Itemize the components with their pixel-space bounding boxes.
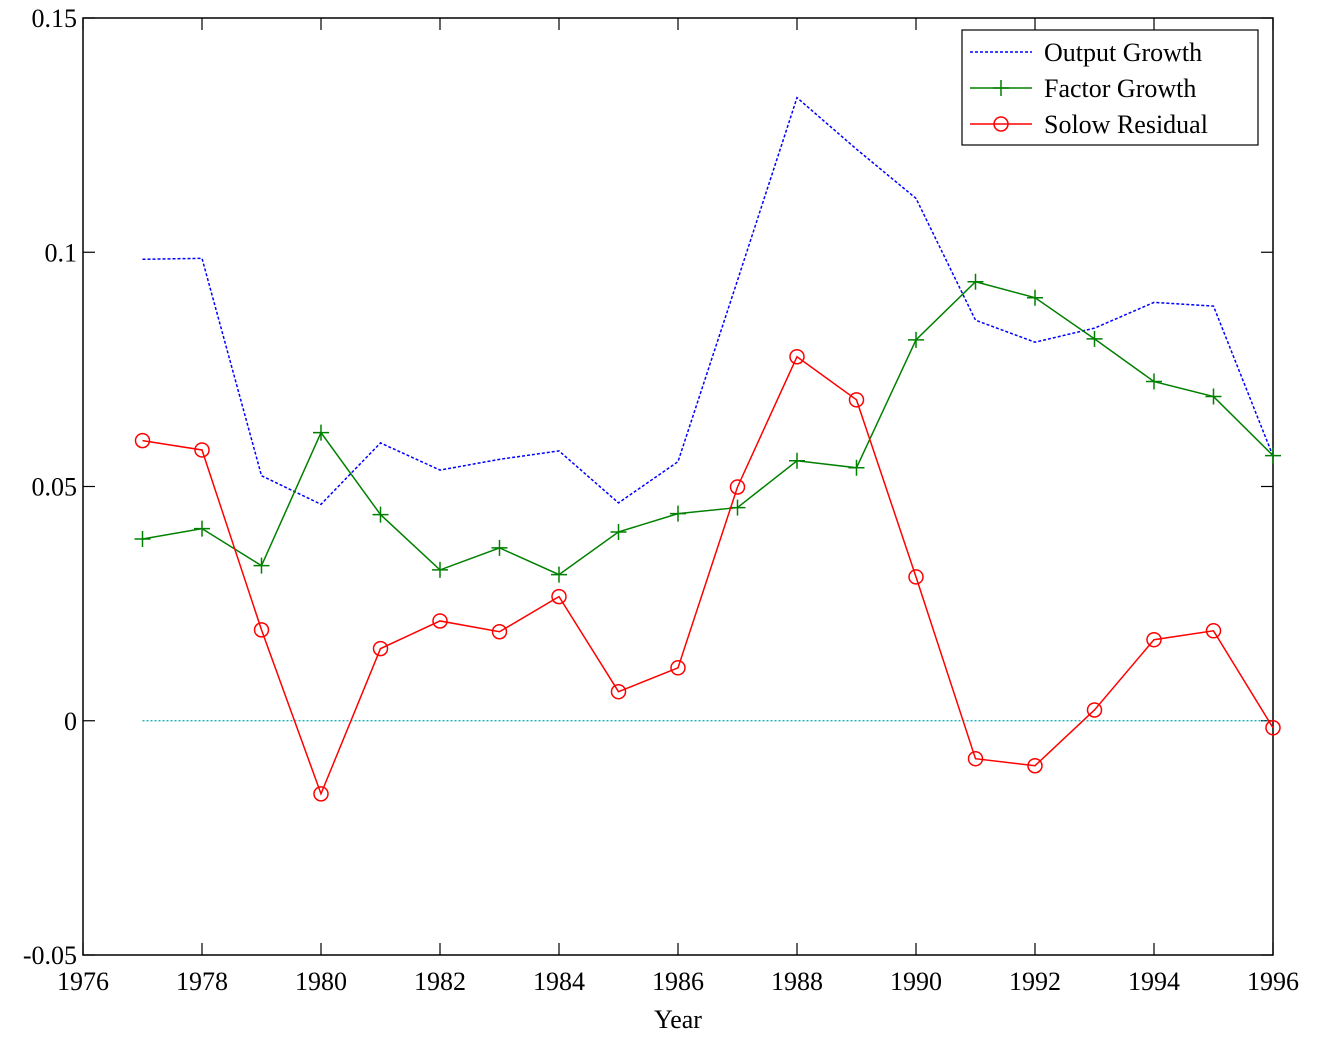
- legend-label: Output Growth: [1044, 38, 1202, 67]
- circle-marker: [729, 479, 746, 495]
- circle-marker: [1146, 631, 1162, 648]
- plus-marker: [194, 520, 210, 537]
- legend-label: Factor Growth: [1044, 74, 1196, 103]
- y-tick-label: 0.1: [45, 238, 78, 267]
- x-tick-label: 1980: [295, 967, 347, 996]
- plus-marker: [134, 530, 151, 547]
- x-tick-label: 1984: [533, 967, 585, 996]
- circle-marker: [491, 623, 508, 640]
- circle-marker: [789, 348, 805, 365]
- plus-marker: [967, 273, 984, 290]
- plus-marker: [1265, 447, 1281, 464]
- y-tick-label: 0.05: [32, 473, 78, 502]
- legend: Output Growth Factor Growth Solow Residual: [961, 29, 1259, 146]
- circle-marker: [967, 750, 984, 767]
- x-tick-label: 1988: [771, 967, 823, 996]
- y-tick-label: -0.05: [23, 941, 77, 970]
- x-tick-label: 1996: [1247, 967, 1299, 996]
- circle-marker: [1086, 702, 1103, 718]
- plus-marker: [432, 561, 448, 578]
- circle-marker: [670, 660, 686, 676]
- x-tick-label: 1990: [890, 967, 942, 996]
- circle-marker: [848, 392, 865, 408]
- series-line: [142, 280, 1274, 576]
- plus-marker: [491, 539, 508, 556]
- plus-marker: [789, 452, 805, 469]
- legend-marker: [993, 116, 1009, 132]
- plus-marker: [729, 499, 746, 516]
- circle-marker: [610, 683, 627, 700]
- x-tick-label: 1992: [1009, 967, 1061, 996]
- x-tick-label: 1982: [414, 967, 466, 996]
- circle-marker: [551, 588, 567, 605]
- plus-marker: [1205, 388, 1222, 405]
- x-tick-label: 1978: [176, 967, 228, 996]
- plus-marker: [1146, 373, 1162, 390]
- plus-marker: [253, 557, 270, 574]
- plus-marker: [610, 523, 627, 540]
- series-line: [142, 355, 1274, 796]
- circle-marker: [372, 640, 389, 657]
- plus-marker: [313, 424, 329, 441]
- circle-marker: [253, 622, 270, 638]
- plus-marker: [372, 506, 389, 523]
- circle-marker: [908, 569, 924, 585]
- circle-marker: [134, 432, 151, 449]
- plus-marker: [1027, 289, 1043, 306]
- x-tick-label: 1994: [1128, 967, 1180, 996]
- y-tick-label: 0.15: [32, 4, 78, 33]
- circle-marker: [432, 613, 448, 629]
- plus-marker: [1086, 330, 1103, 347]
- circle-marker: [1027, 757, 1043, 774]
- x-tick-label: 1976: [57, 967, 109, 996]
- plus-marker: [908, 331, 924, 348]
- circle-marker: [1205, 623, 1222, 639]
- x-tick-label: 1986: [652, 967, 704, 996]
- legend-label: Solow Residual: [1044, 110, 1208, 139]
- y-tick-label: 0: [64, 707, 77, 736]
- plus-marker: [551, 566, 567, 583]
- plot-frame: [82, 17, 1274, 956]
- plus-marker: [670, 505, 686, 522]
- series-line: [142, 96, 1274, 506]
- plus-marker: [848, 459, 865, 476]
- x-axis-label: Year: [654, 1005, 702, 1034]
- circle-marker: [1265, 720, 1281, 736]
- legend-marker: [993, 80, 1009, 96]
- circle-marker: [194, 442, 210, 458]
- circle-marker: [313, 786, 329, 802]
